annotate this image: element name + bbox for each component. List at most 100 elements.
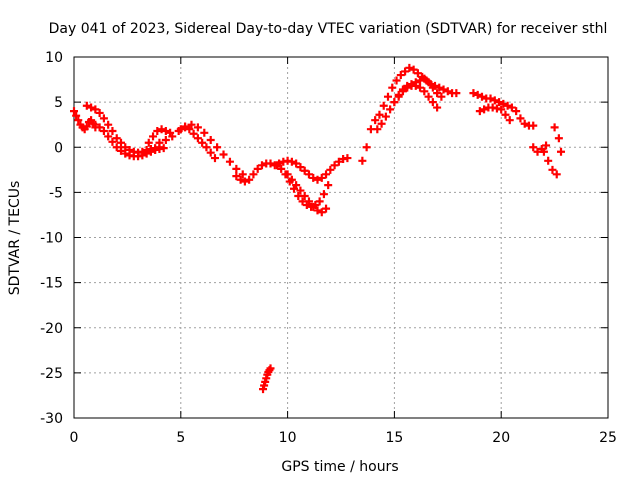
data-point: [420, 74, 429, 83]
data-point: [87, 103, 96, 112]
data-point: [181, 123, 190, 132]
data-point: [362, 143, 371, 152]
data-point: [219, 150, 228, 159]
data-point: [266, 364, 275, 373]
data-point: [108, 137, 117, 146]
data-point: [153, 127, 162, 136]
data-point: [296, 163, 305, 172]
y-tick-label: -20: [40, 321, 63, 337]
data-point: [416, 83, 425, 92]
data-point: [185, 125, 194, 134]
data-point: [443, 87, 452, 96]
data-point: [469, 89, 478, 98]
data-point: [403, 83, 412, 92]
data-point: [253, 164, 262, 173]
data-point: [72, 111, 81, 120]
data-point: [437, 92, 446, 101]
y-tick-label: 10: [45, 50, 63, 66]
data-point: [142, 149, 151, 158]
data-point: [232, 172, 241, 181]
data-point: [200, 128, 209, 137]
data-point: [309, 173, 318, 182]
data-point: [193, 123, 202, 132]
data-point: [424, 92, 433, 101]
x-tick-label: 0: [70, 430, 79, 446]
data-point: [104, 120, 113, 129]
data-point: [159, 144, 168, 153]
data-point: [375, 110, 384, 119]
data-point: [388, 83, 397, 92]
data-point: [544, 156, 553, 165]
data-point: [187, 120, 196, 129]
data-point: [168, 132, 177, 141]
x-tick-label: 25: [599, 430, 617, 446]
data-point: [322, 204, 331, 213]
data-point: [394, 92, 403, 101]
data-point: [324, 181, 333, 190]
data-point: [161, 127, 170, 136]
data-point: [232, 164, 241, 173]
data-point: [99, 127, 108, 136]
data-point: [176, 125, 185, 134]
data-point: [82, 122, 91, 131]
data-point: [386, 105, 395, 114]
x-tick-label: 15: [385, 430, 403, 446]
data-point: [358, 156, 367, 165]
data-point: [206, 136, 215, 145]
data-point: [304, 197, 313, 206]
data-point: [428, 98, 437, 107]
data-point: [189, 129, 198, 138]
data-point: [116, 146, 125, 155]
data-point: [405, 63, 414, 72]
data-point: [379, 101, 388, 110]
data-point: [149, 132, 158, 141]
data-point: [383, 92, 392, 101]
data-point: [439, 85, 448, 94]
data-point: [296, 186, 305, 195]
data-point: [416, 76, 425, 85]
data-point: [452, 89, 461, 98]
data-point: [300, 166, 309, 175]
x-tick-label: 10: [279, 430, 297, 446]
data-point: [240, 177, 249, 186]
data-point: [501, 110, 510, 119]
data-point: [198, 138, 207, 147]
data-point: [74, 116, 83, 125]
y-axis-label: SDTVAR / TECUs: [7, 181, 23, 296]
data-point: [529, 143, 538, 152]
data-point: [512, 107, 521, 116]
data-point: [495, 98, 504, 107]
data-point: [249, 170, 258, 179]
data-point: [108, 127, 117, 136]
data-point: [161, 136, 170, 145]
data-point: [371, 116, 380, 125]
data-point: [112, 143, 121, 152]
data-point: [95, 123, 104, 132]
data-point: [497, 105, 506, 114]
y-tick-label: -30: [40, 411, 63, 427]
data-point: [390, 98, 399, 107]
data-point: [210, 154, 219, 163]
data-point: [377, 119, 386, 128]
data-point: [428, 83, 437, 92]
x-axis-label: GPS time / hours: [281, 459, 398, 475]
data-point: [552, 170, 561, 179]
data-point: [245, 175, 254, 184]
data-points: [70, 63, 566, 394]
data-point: [272, 161, 281, 170]
data-point: [433, 89, 442, 98]
data-point: [424, 78, 433, 87]
data-point: [529, 121, 538, 130]
data-point: [70, 107, 78, 116]
data-point: [277, 164, 286, 173]
data-point: [396, 71, 405, 80]
data-point: [116, 138, 125, 147]
data-point: [486, 94, 495, 103]
data-point: [503, 101, 512, 110]
data-point: [91, 120, 100, 129]
data-point: [287, 175, 296, 184]
data-point: [401, 67, 410, 76]
data-point: [283, 170, 292, 179]
data-point: [104, 132, 113, 141]
